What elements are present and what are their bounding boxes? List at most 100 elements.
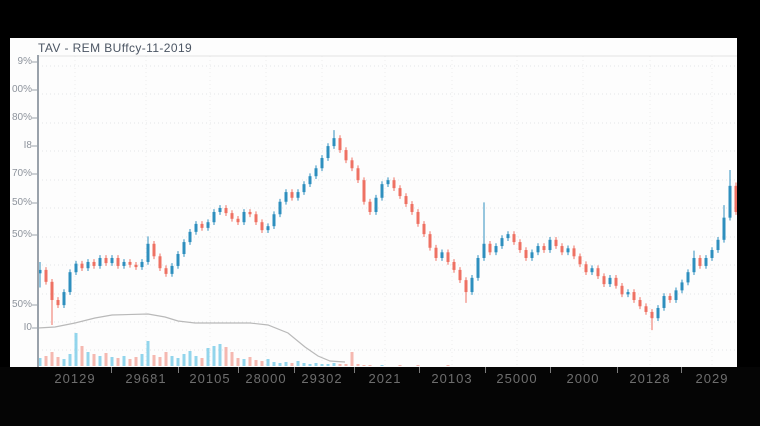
volume-bar — [266, 359, 270, 366]
volume-bar — [128, 359, 132, 366]
candle-body — [536, 246, 540, 253]
x-axis-tick — [354, 367, 355, 373]
candle-body — [260, 222, 264, 231]
candle-body — [506, 234, 510, 239]
candle-body — [134, 264, 138, 268]
volume-bar — [212, 346, 216, 366]
x-axis-tick — [681, 367, 682, 373]
candle-body — [674, 290, 678, 301]
candle-body — [356, 168, 360, 181]
candle-body — [110, 257, 114, 264]
candle-body — [734, 185, 737, 212]
volume-bar — [338, 364, 342, 366]
volume-bar — [368, 365, 372, 366]
candle-body — [128, 261, 132, 265]
volume-bar — [116, 358, 120, 366]
volume-bar — [296, 361, 300, 366]
candle-body — [548, 239, 552, 251]
candle-body — [722, 217, 726, 240]
candle-body — [350, 160, 354, 169]
volume-bar — [164, 352, 168, 366]
candle-body — [152, 243, 156, 257]
candle-body — [398, 188, 402, 197]
candle-body — [464, 280, 468, 293]
candle-body — [86, 261, 90, 269]
x-axis-label: 2000 — [566, 371, 600, 386]
ma-line — [37, 313, 346, 363]
x-axis-tick — [178, 367, 179, 373]
candle-body — [680, 282, 684, 291]
candle-body — [692, 257, 696, 273]
volume-bar — [194, 356, 198, 366]
candle-body — [608, 277, 612, 285]
x-axis-tick — [111, 367, 112, 373]
volume-bar — [122, 356, 126, 366]
x-axis-bar: 20129 29681 20105 28000 29302 2021 20103 25000 2… — [0, 367, 760, 426]
volume-bar — [242, 359, 246, 366]
x-axis-tick — [238, 367, 239, 373]
volume-bar — [110, 357, 114, 366]
candle-body — [404, 196, 408, 205]
candle-body — [410, 204, 414, 212]
candle-body — [710, 250, 714, 258]
candle-body — [500, 238, 504, 247]
volume-bar — [104, 353, 108, 366]
candle-body — [572, 248, 576, 257]
candle-body — [158, 256, 162, 269]
candle-body — [416, 211, 420, 224]
volume-bar — [74, 333, 78, 366]
candle-body — [212, 211, 216, 223]
candle-body — [470, 277, 474, 293]
volume-bar — [284, 362, 288, 366]
candle-body — [494, 246, 498, 253]
candle-body — [566, 248, 570, 253]
candle-body — [284, 192, 288, 202]
candle-body — [62, 292, 66, 306]
candle-body — [716, 239, 720, 251]
volume-bar — [314, 363, 318, 366]
volume-bar — [218, 344, 222, 366]
candle-body — [596, 268, 600, 277]
x-axis-label: 2029 — [695, 371, 729, 386]
volume-bar — [98, 356, 102, 366]
x-axis-label: 28000 — [245, 371, 287, 386]
candle-body — [332, 138, 336, 147]
volume-bar — [320, 364, 324, 366]
volume-bar — [290, 363, 294, 366]
volume-bar — [56, 357, 60, 366]
candle-body — [452, 261, 456, 270]
volume-bar — [230, 352, 234, 366]
candle-body — [302, 184, 306, 193]
candle-body — [164, 268, 168, 274]
candle-body — [428, 234, 432, 248]
volume-bar — [254, 360, 258, 366]
candle-body — [704, 257, 708, 266]
candle-body — [728, 185, 732, 218]
candle-body — [560, 246, 564, 253]
candle-body — [614, 277, 618, 286]
candle-body — [686, 272, 690, 283]
candle-body — [644, 306, 648, 312]
candle-body — [254, 214, 258, 223]
candle-body — [638, 300, 642, 307]
candle-body — [236, 218, 240, 223]
x-axis-label: 2021 — [368, 371, 402, 386]
candle-body — [542, 246, 546, 251]
price-chart-area[interactable] — [10, 38, 737, 367]
volume-bar — [302, 363, 306, 366]
candle-body — [668, 296, 672, 301]
candle-body — [266, 226, 270, 231]
volume-bar — [44, 356, 48, 366]
candle-body — [290, 192, 294, 198]
volume-bar — [80, 346, 84, 366]
volume-bar — [344, 364, 348, 366]
candle-body — [44, 269, 48, 282]
volume-bar — [176, 358, 180, 366]
candle-body — [308, 176, 312, 185]
candle-body — [176, 254, 180, 266]
candle-body — [392, 180, 396, 189]
candle-body — [422, 223, 426, 235]
candle-body — [578, 256, 582, 265]
candle-body — [278, 201, 282, 215]
